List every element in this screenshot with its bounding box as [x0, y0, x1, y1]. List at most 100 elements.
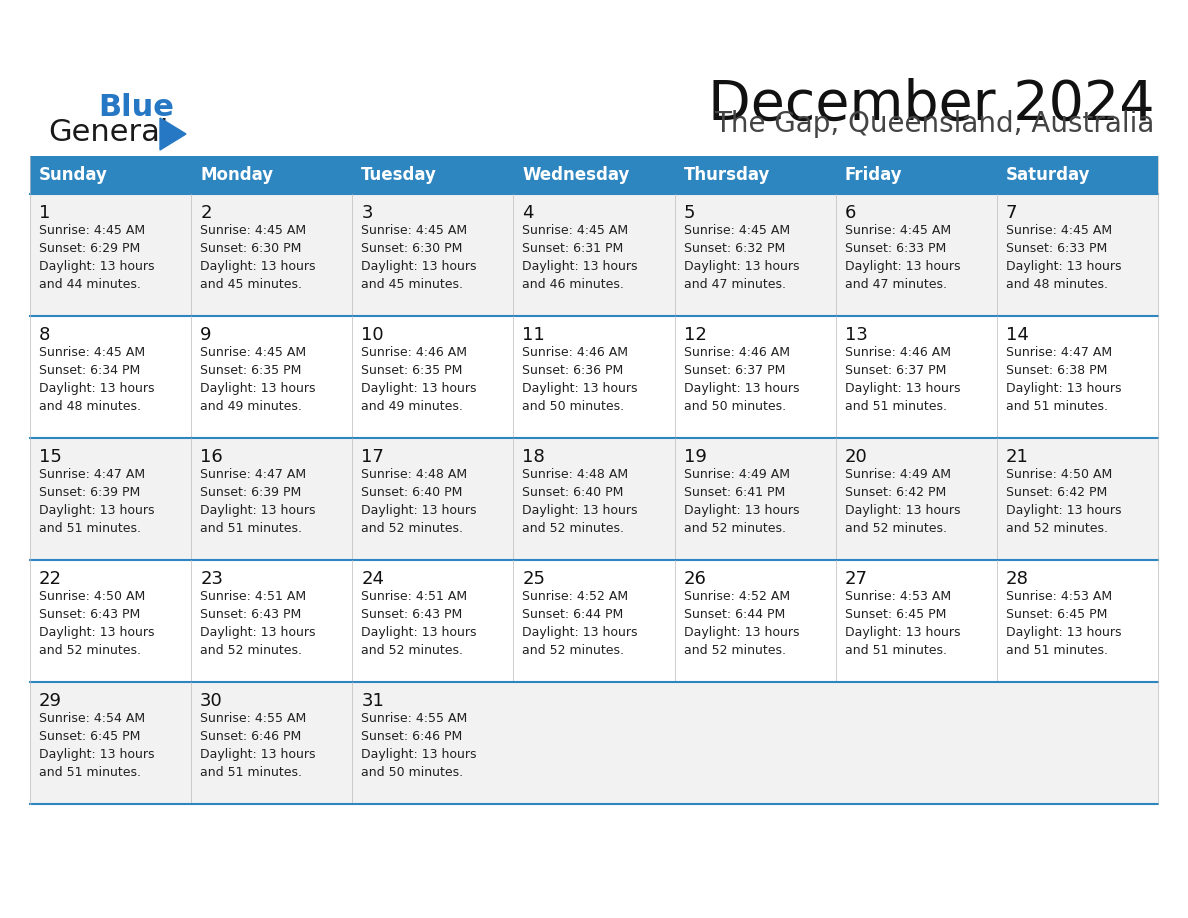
Text: and 52 minutes.: and 52 minutes.	[200, 644, 302, 657]
Text: Daylight: 13 hours: Daylight: 13 hours	[523, 382, 638, 395]
Text: Sunset: 6:43 PM: Sunset: 6:43 PM	[200, 608, 302, 621]
Text: 17: 17	[361, 448, 384, 466]
Text: and 50 minutes.: and 50 minutes.	[683, 400, 785, 413]
Text: Sunrise: 4:49 AM: Sunrise: 4:49 AM	[845, 468, 950, 481]
Text: Sunrise: 4:45 AM: Sunrise: 4:45 AM	[39, 224, 145, 237]
Text: Daylight: 13 hours: Daylight: 13 hours	[200, 382, 316, 395]
Text: 8: 8	[39, 326, 50, 344]
Text: Sunrise: 4:45 AM: Sunrise: 4:45 AM	[39, 346, 145, 359]
Text: Sunset: 6:30 PM: Sunset: 6:30 PM	[361, 242, 462, 255]
Text: and 50 minutes.: and 50 minutes.	[523, 400, 625, 413]
Text: Sunset: 6:42 PM: Sunset: 6:42 PM	[845, 486, 946, 499]
Text: 4: 4	[523, 204, 533, 222]
Text: Daylight: 13 hours: Daylight: 13 hours	[361, 260, 476, 273]
Text: Sunrise: 4:51 AM: Sunrise: 4:51 AM	[200, 590, 307, 603]
Text: Sunrise: 4:45 AM: Sunrise: 4:45 AM	[1006, 224, 1112, 237]
Text: Sunset: 6:37 PM: Sunset: 6:37 PM	[683, 364, 785, 377]
Text: 7: 7	[1006, 204, 1017, 222]
Text: Sunset: 6:40 PM: Sunset: 6:40 PM	[523, 486, 624, 499]
Text: Sunrise: 4:45 AM: Sunrise: 4:45 AM	[845, 224, 950, 237]
Bar	[30, 438, 1158, 560]
Text: Sunset: 6:31 PM: Sunset: 6:31 PM	[523, 242, 624, 255]
Text: Sunset: 6:35 PM: Sunset: 6:35 PM	[200, 364, 302, 377]
Text: 29: 29	[39, 692, 62, 710]
Text: 18: 18	[523, 448, 545, 466]
Text: Sunset: 6:45 PM: Sunset: 6:45 PM	[845, 608, 946, 621]
Text: 31: 31	[361, 692, 384, 710]
Text: and 51 minutes.: and 51 minutes.	[39, 522, 141, 535]
Text: Daylight: 13 hours: Daylight: 13 hours	[683, 626, 800, 639]
Text: 15: 15	[39, 448, 62, 466]
Text: and 52 minutes.: and 52 minutes.	[39, 644, 141, 657]
Text: Sunday: Sunday	[39, 166, 108, 184]
Text: and 51 minutes.: and 51 minutes.	[1006, 400, 1108, 413]
Text: and 50 minutes.: and 50 minutes.	[361, 766, 463, 779]
Text: 19: 19	[683, 448, 707, 466]
Text: Daylight: 13 hours: Daylight: 13 hours	[683, 504, 800, 517]
Text: Sunrise: 4:47 AM: Sunrise: 4:47 AM	[200, 468, 307, 481]
Text: Sunrise: 4:48 AM: Sunrise: 4:48 AM	[361, 468, 467, 481]
Text: 30: 30	[200, 692, 223, 710]
Text: 22: 22	[39, 570, 62, 588]
Text: Daylight: 13 hours: Daylight: 13 hours	[683, 382, 800, 395]
Text: Sunrise: 4:47 AM: Sunrise: 4:47 AM	[39, 468, 145, 481]
Text: Sunrise: 4:51 AM: Sunrise: 4:51 AM	[361, 590, 467, 603]
Text: 5: 5	[683, 204, 695, 222]
Text: Daylight: 13 hours: Daylight: 13 hours	[1006, 626, 1121, 639]
Text: Daylight: 13 hours: Daylight: 13 hours	[845, 382, 960, 395]
Text: Sunrise: 4:46 AM: Sunrise: 4:46 AM	[683, 346, 790, 359]
Text: Daylight: 13 hours: Daylight: 13 hours	[845, 260, 960, 273]
Text: and 51 minutes.: and 51 minutes.	[1006, 644, 1108, 657]
Text: and 52 minutes.: and 52 minutes.	[523, 522, 625, 535]
Text: Daylight: 13 hours: Daylight: 13 hours	[523, 504, 638, 517]
Text: Sunrise: 4:50 AM: Sunrise: 4:50 AM	[1006, 468, 1112, 481]
Text: Sunset: 6:42 PM: Sunset: 6:42 PM	[1006, 486, 1107, 499]
Text: Sunset: 6:39 PM: Sunset: 6:39 PM	[200, 486, 302, 499]
Text: and 52 minutes.: and 52 minutes.	[523, 644, 625, 657]
Text: 20: 20	[845, 448, 867, 466]
Text: 11: 11	[523, 326, 545, 344]
Text: Daylight: 13 hours: Daylight: 13 hours	[200, 748, 316, 761]
Text: 12: 12	[683, 326, 707, 344]
Text: and 49 minutes.: and 49 minutes.	[361, 400, 463, 413]
Text: Sunrise: 4:53 AM: Sunrise: 4:53 AM	[1006, 590, 1112, 603]
Text: Sunrise: 4:45 AM: Sunrise: 4:45 AM	[523, 224, 628, 237]
Text: Tuesday: Tuesday	[361, 166, 437, 184]
Text: 14: 14	[1006, 326, 1029, 344]
Text: 28: 28	[1006, 570, 1029, 588]
Bar	[30, 316, 1158, 438]
Text: Daylight: 13 hours: Daylight: 13 hours	[1006, 382, 1121, 395]
Text: 16: 16	[200, 448, 223, 466]
Text: Sunset: 6:35 PM: Sunset: 6:35 PM	[361, 364, 462, 377]
Bar	[30, 156, 1158, 194]
Text: Sunrise: 4:46 AM: Sunrise: 4:46 AM	[845, 346, 950, 359]
Text: Sunrise: 4:52 AM: Sunrise: 4:52 AM	[523, 590, 628, 603]
Text: 10: 10	[361, 326, 384, 344]
Text: Sunrise: 4:53 AM: Sunrise: 4:53 AM	[845, 590, 950, 603]
Text: Daylight: 13 hours: Daylight: 13 hours	[39, 504, 154, 517]
Text: 21: 21	[1006, 448, 1029, 466]
Text: 13: 13	[845, 326, 867, 344]
Text: December 2024: December 2024	[708, 78, 1155, 132]
Text: The Gap, Queensland, Australia: The Gap, Queensland, Australia	[715, 110, 1155, 138]
Text: Sunset: 6:45 PM: Sunset: 6:45 PM	[1006, 608, 1107, 621]
Text: Thursday: Thursday	[683, 166, 770, 184]
Text: Sunset: 6:29 PM: Sunset: 6:29 PM	[39, 242, 140, 255]
Text: Sunset: 6:44 PM: Sunset: 6:44 PM	[523, 608, 624, 621]
Text: Daylight: 13 hours: Daylight: 13 hours	[845, 504, 960, 517]
Bar	[30, 560, 1158, 682]
Text: Daylight: 13 hours: Daylight: 13 hours	[361, 626, 476, 639]
Text: Monday: Monday	[200, 166, 273, 184]
Text: and 44 minutes.: and 44 minutes.	[39, 278, 141, 291]
Text: Sunrise: 4:46 AM: Sunrise: 4:46 AM	[523, 346, 628, 359]
Text: Sunrise: 4:45 AM: Sunrise: 4:45 AM	[683, 224, 790, 237]
Text: Sunset: 6:46 PM: Sunset: 6:46 PM	[361, 730, 462, 743]
Text: Sunset: 6:30 PM: Sunset: 6:30 PM	[200, 242, 302, 255]
Text: Sunset: 6:36 PM: Sunset: 6:36 PM	[523, 364, 624, 377]
Text: and 52 minutes.: and 52 minutes.	[1006, 522, 1108, 535]
Text: and 47 minutes.: and 47 minutes.	[845, 278, 947, 291]
Text: Daylight: 13 hours: Daylight: 13 hours	[39, 626, 154, 639]
Text: Sunrise: 4:46 AM: Sunrise: 4:46 AM	[361, 346, 467, 359]
Text: Sunset: 6:40 PM: Sunset: 6:40 PM	[361, 486, 462, 499]
Text: 24: 24	[361, 570, 384, 588]
